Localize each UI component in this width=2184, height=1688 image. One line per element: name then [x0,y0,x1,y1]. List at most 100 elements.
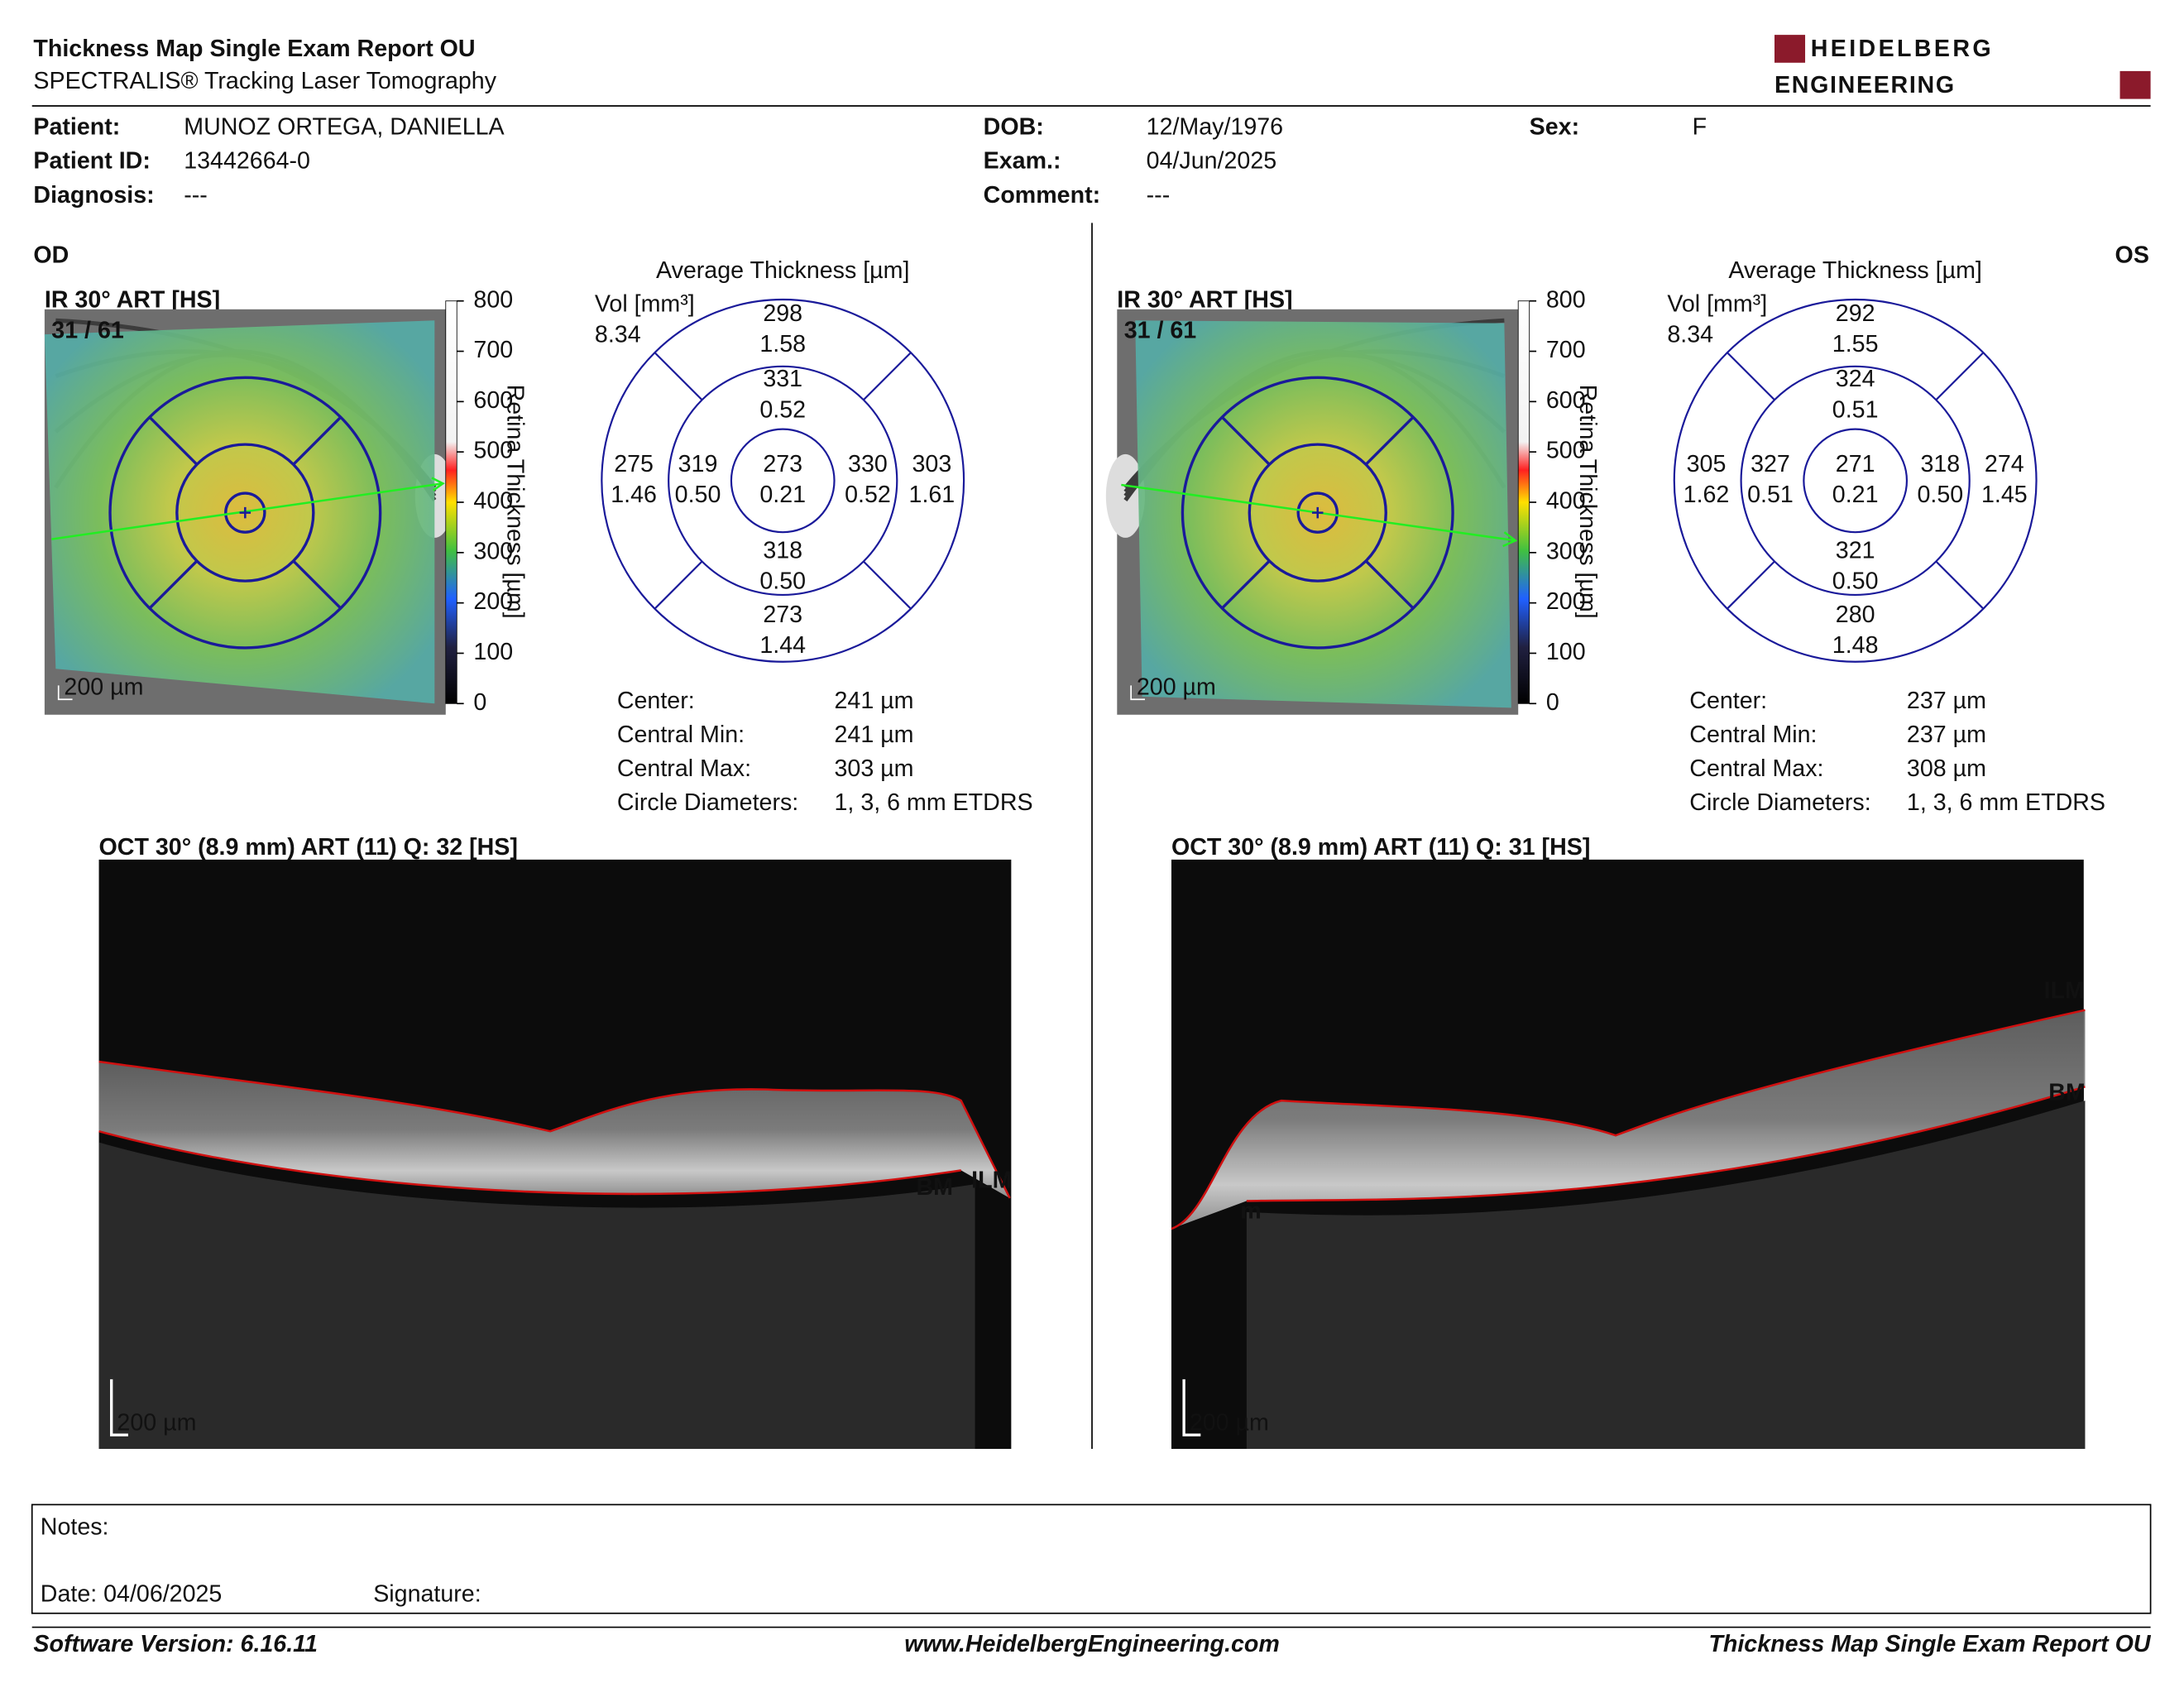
layer-label: ILM [2044,977,2085,1004]
colorbar-label: 800 [1546,286,1586,313]
sector-thickness: 298 [763,300,802,327]
sector-thickness: 273 [763,451,802,477]
cross [1312,506,1324,519]
colorbar-label: 500 [1546,438,1586,464]
stat-label: Center: [617,688,695,714]
sector-thickness: 330 [848,451,888,477]
colorbar-label: 400 [473,488,513,515]
stat-label: Circle Diameters: [617,789,798,816]
choroid [98,1142,975,1450]
sector-volume: 0.50 [1832,568,1879,594]
sector-volume: 1.48 [1832,632,1879,659]
sector-volume: 0.51 [1832,396,1879,423]
etdrs-circle [730,428,836,534]
sector-thickness: 319 [678,451,718,477]
etdrs-spoke [1935,560,1985,610]
field-label: DOB: [984,113,1044,140]
oct-scale-bar [110,1379,128,1436]
colorbar-label: 400 [1546,488,1586,515]
scan-arrow [51,477,445,540]
notes-box [31,1503,2152,1614]
oct-scale-bar [1182,1379,1201,1436]
ilm-line [98,1060,1011,1199]
colorbar-label: 600 [473,387,513,414]
stat-label: Center: [1689,688,1767,714]
field-value: --- [1147,182,1171,209]
etdrs-overlay-spoke [1364,559,1415,610]
sector-thickness: 271 [1836,451,1875,477]
etdrs-overlay-circle [175,443,315,583]
sector-thickness: 321 [1836,537,1875,563]
sector-volume: 1.55 [1832,331,1879,357]
eye-label: OD [33,242,69,268]
stat-value: 237 µm [1907,688,1986,714]
sector-volume: 1.58 [759,331,806,357]
etdrs-overlay-circle [1248,443,1387,583]
colorbar-label: 200 [1546,588,1586,615]
stat-label: Central Max: [1689,755,1823,782]
oct-label: OCT 30° (8.9 mm) ART (11) Q: 31 [HS] [1171,834,1590,861]
footer-right: Thickness Map Single Exam Report OU [1708,1631,2152,1657]
stat-label: Central Min: [1689,722,1817,748]
vol-label: Vol [mm³] [1667,290,1767,317]
colorbar-label: 300 [1546,538,1586,564]
scale-bar [57,685,73,701]
colorbar-label: 0 [473,689,486,716]
sector-volume: 1.45 [1981,482,2028,508]
stat-value: 1, 3, 6 mm ETDRS [1907,789,2105,816]
etdrs-circle [668,365,898,597]
field-value: --- [184,182,208,209]
field-value: MUNOZ ORTEGA, DANIELLA [184,113,505,140]
stat-value: 241 µm [835,722,914,748]
sector-volume: 1.61 [909,482,956,508]
map-scale: 200 µm [1137,674,1216,700]
footer-left: Software Version: 6.16.11 [33,1631,317,1657]
field-label: Sex: [1530,113,1579,140]
report-title: Thickness Map Single Exam Report OU [33,36,475,62]
sector-volume: 0.51 [1747,482,1794,508]
sector-thickness: 303 [912,451,952,477]
etdrs-spoke [654,352,703,401]
report-subtitle: SPECTRALIS® Tracking Laser Tomography [33,68,496,94]
sector-volume: 0.50 [759,568,806,594]
sector-volume: 1.44 [759,632,806,659]
eye-label: OS [2115,242,2149,268]
sector-thickness: 280 [1836,602,1875,628]
etdrs-spoke [1935,352,1985,401]
sector-thickness: 292 [1836,300,1875,327]
stat-label: Circle Diameters: [1689,789,1870,816]
etdrs-overlay-spoke [148,559,199,610]
etdrs-overlay-spoke [292,559,342,610]
etdrs-overlay-circle [1296,492,1339,534]
grid-title: Average Thickness [µm] [656,257,909,284]
field-label: Comment: [984,182,1100,209]
field-value: F [1693,113,1707,140]
colorbar-label: 100 [473,639,513,665]
sector-volume: 0.50 [1918,482,1964,508]
colorbar-label: 200 [473,588,513,615]
bm-line [98,1129,961,1196]
etdrs-overlay-spoke [292,415,342,466]
footer-center: www.HeidelbergEngineering.com [904,1631,1280,1657]
logo-text: HEIDELBERG [1811,36,1994,62]
vol-label: Vol [mm³] [595,290,695,317]
map-label: IR 30° ART [HS] [1117,286,1292,313]
sector-volume: 0.52 [759,396,806,423]
sector-thickness: 324 [1836,366,1875,392]
stat-value: 241 µm [835,688,914,714]
etdrs-circle [1673,298,2038,663]
etdrs-overlay-circle [1181,376,1454,650]
sector-volume: 0.50 [675,482,721,508]
layer-label: BM [916,1174,953,1201]
colorbar-title: Retina Thickness [µm] [502,385,529,619]
map-counter: 31 / 61 [51,317,124,343]
field-value: 04/Jun/2025 [1147,148,1277,175]
map-label: IR 30° ART [HS] [45,286,220,313]
sector-thickness: 273 [763,602,802,628]
sector-thickness: 318 [763,537,802,563]
sector-thickness: 327 [1751,451,1790,477]
vol-value: 8.34 [595,321,641,348]
etdrs-overlay-circle [108,376,382,650]
etdrs-spoke [863,352,912,401]
